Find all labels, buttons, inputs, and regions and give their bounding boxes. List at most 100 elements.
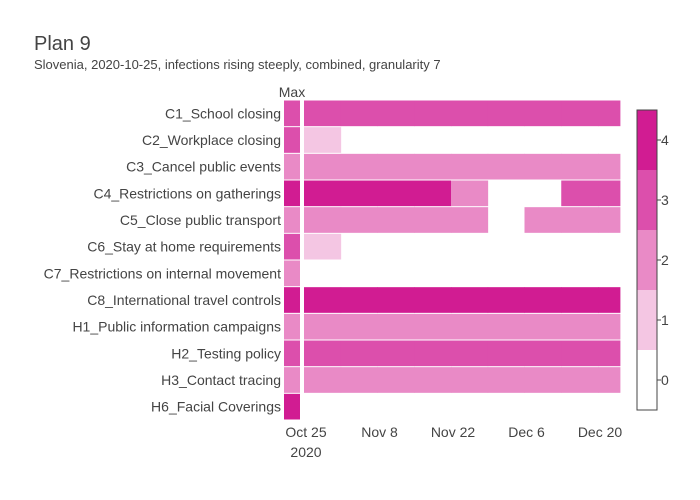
heatmap-cell [414,313,452,340]
heatmap-cell [304,340,342,367]
colorbar-segment [637,170,657,230]
x-tick-label: Dec 6 [508,424,545,440]
heatmap-cell [414,287,452,313]
heatmap-cell [451,367,489,393]
heatmap-cell [561,207,599,233]
max-cell-c7-restrictions-on-internal-movement [284,260,300,287]
heatmap-cell [451,287,489,313]
heatmap-cell [340,340,378,367]
x-axis-ticks: Oct 25 Nov 8 Nov 22 Dec 6 Dec 20 [285,424,622,440]
heatmap-cell [524,287,562,313]
row-labels: C1_School closing C2_Workplace closing C3_… [44,105,281,414]
heatmap-cell [414,207,452,233]
heatmap-cell [377,153,415,180]
heatmap-cell [377,207,415,233]
row-label: C3_Cancel public events [126,159,281,175]
colorbar: 0 1 2 3 4 [636,109,669,411]
max-cell-h6-facial-coverings [284,393,300,420]
heatmap-cell [377,340,415,367]
row-label: H6_Facial Coverings [151,399,281,415]
max-cell-c3-cancel-public-events [284,153,300,180]
max-cell-c5-close-public-transport [284,207,300,233]
chart-title: Plan 9 [34,33,91,55]
heatmap-cell [414,340,452,367]
x-tick-label: Nov 8 [361,424,398,440]
heatmap-cell [304,100,342,127]
heatmap-cell [561,287,599,313]
colorbar-segment [637,350,657,410]
row-label: C7_Restrictions on internal movement [44,265,281,281]
colorbar-tick-label: 0 [661,372,669,388]
row-label: H1_Public information campaigns [72,319,281,335]
heatmap-cell [304,127,342,153]
heatmap-cell [561,100,599,127]
heatmap-cell [451,207,489,233]
heatmap-cell [598,153,621,180]
heatmap-cell [377,313,415,340]
heatmap-cell [451,313,489,340]
max-cell-h2-testing-policy [284,340,300,367]
heatmap-cell [340,153,378,180]
x-year-label: 2020 [290,444,321,460]
heatmap-cell [304,153,342,180]
heatmap-cell [414,367,452,393]
heatmap-cell [414,153,452,180]
row-label: C2_Workplace closing [142,132,281,148]
max-cell-c1-school-closing [284,100,300,127]
heatmap-cell [524,207,562,233]
heatmap-cell [414,180,452,207]
x-tick-label: Oct 25 [285,424,326,440]
heatmap-cell [340,287,378,313]
heatmap-cell [487,340,525,367]
max-cell-h1-public-information-campaigns [284,313,300,340]
heatmap-cell [340,313,378,340]
colorbar-segment [637,110,657,170]
row-label: H3_Contact tracing [161,372,281,388]
heatmap-cell [340,100,378,127]
colorbar-segment [637,290,657,350]
max-cell-c2-workplace-closing [284,127,300,153]
row-label: H2_Testing policy [171,345,281,361]
max-cell-c8-international-travel-controls [284,287,300,313]
heatmap-cell [561,180,599,207]
heatmap-cell [451,180,489,207]
heatmap-cell [377,100,415,127]
heatmap-cell [451,153,489,180]
max-column-label: Max [279,84,305,100]
heatmap-cell [377,367,415,393]
heatmap-cell [598,100,621,127]
heatmap-cell [524,340,562,367]
row-label: C1_School closing [165,105,281,121]
heatmap-cell [377,287,415,313]
colorbar-tick-label: 2 [661,252,669,268]
x-tick-label: Dec 20 [578,424,623,440]
max-cell-c6-stay-at-home-requirements [284,233,300,260]
heatmap-cell [451,100,489,127]
colorbar-tick-label: 1 [661,312,669,328]
heatmap-cell [414,100,452,127]
heatmap-cell [304,287,342,313]
heatmap-cell [487,100,525,127]
heatmap-cell [487,153,525,180]
max-cell-c4-restrictions-on-gatherings [284,180,300,207]
colorbar-segment [637,230,657,290]
heatmap-cell [304,367,342,393]
heatmap-cell [524,313,562,340]
x-tick-label: Nov 22 [431,424,476,440]
heatmap-cell [340,180,378,207]
heatmap-cell [451,340,489,367]
heatmap-cell [598,367,621,393]
max-column [284,100,300,420]
heatmap-cell [598,287,621,313]
heatmap-cell [304,207,342,233]
heatmap-cell [524,367,562,393]
heatmap-cell [524,153,562,180]
heatmap-cell [340,367,378,393]
heatmap-cell [304,180,342,207]
row-label: C6_Stay at home requirements [87,239,281,255]
heatmap-cell [561,367,599,393]
row-label: C5_Close public transport [120,212,281,228]
heatmap-cell [561,153,599,180]
colorbar-tick-label: 4 [661,132,669,148]
